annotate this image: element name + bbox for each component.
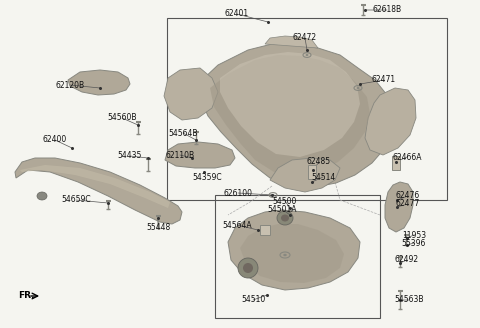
Polygon shape <box>240 224 344 283</box>
Text: 62477: 62477 <box>396 199 420 209</box>
Text: 62400: 62400 <box>43 135 67 145</box>
Text: 11953: 11953 <box>402 231 426 239</box>
Text: 54514: 54514 <box>311 173 335 181</box>
Polygon shape <box>270 158 340 192</box>
Text: 62471: 62471 <box>372 75 396 85</box>
Ellipse shape <box>277 211 293 225</box>
Ellipse shape <box>306 54 308 56</box>
Bar <box>392 156 400 170</box>
Text: 62110B: 62110B <box>166 151 194 159</box>
Text: 54510: 54510 <box>241 296 265 304</box>
Ellipse shape <box>238 258 258 278</box>
Bar <box>167 18 447 200</box>
Text: 54560B: 54560B <box>107 113 137 122</box>
Polygon shape <box>220 52 360 157</box>
Text: 54501A: 54501A <box>267 204 297 214</box>
Polygon shape <box>200 44 393 187</box>
Text: 55448: 55448 <box>146 223 170 233</box>
Polygon shape <box>164 68 218 120</box>
Text: 54564B: 54564B <box>168 129 198 137</box>
Text: 626100: 626100 <box>224 189 252 197</box>
Text: 62492: 62492 <box>395 256 419 264</box>
Bar <box>308 165 316 179</box>
Polygon shape <box>20 165 170 208</box>
Text: FR.: FR. <box>18 292 35 300</box>
Text: 54500: 54500 <box>273 196 297 206</box>
Text: 54659C: 54659C <box>61 195 91 204</box>
Ellipse shape <box>272 194 275 196</box>
Polygon shape <box>210 55 370 176</box>
Text: 62476: 62476 <box>396 192 420 200</box>
Text: 54564A: 54564A <box>222 220 252 230</box>
Text: 62466A: 62466A <box>392 153 422 161</box>
Polygon shape <box>365 88 416 155</box>
Text: 54563B: 54563B <box>394 296 424 304</box>
Text: 62401: 62401 <box>225 10 249 18</box>
Ellipse shape <box>283 254 287 256</box>
Text: 54359C: 54359C <box>192 173 222 181</box>
Polygon shape <box>15 158 182 224</box>
Text: 62120B: 62120B <box>55 80 84 90</box>
Polygon shape <box>265 36 318 48</box>
Polygon shape <box>68 70 130 95</box>
Polygon shape <box>228 210 360 290</box>
Ellipse shape <box>37 192 47 200</box>
Bar <box>215 195 380 318</box>
Bar <box>260 225 270 235</box>
Text: 62618B: 62618B <box>372 6 402 14</box>
Text: 54435: 54435 <box>118 152 142 160</box>
Text: 62485: 62485 <box>307 157 331 167</box>
Ellipse shape <box>281 215 289 221</box>
Text: 55396: 55396 <box>402 238 426 248</box>
Ellipse shape <box>243 263 253 273</box>
Text: 62472: 62472 <box>293 33 317 43</box>
Ellipse shape <box>357 87 360 89</box>
Polygon shape <box>385 182 413 232</box>
Polygon shape <box>165 142 235 168</box>
